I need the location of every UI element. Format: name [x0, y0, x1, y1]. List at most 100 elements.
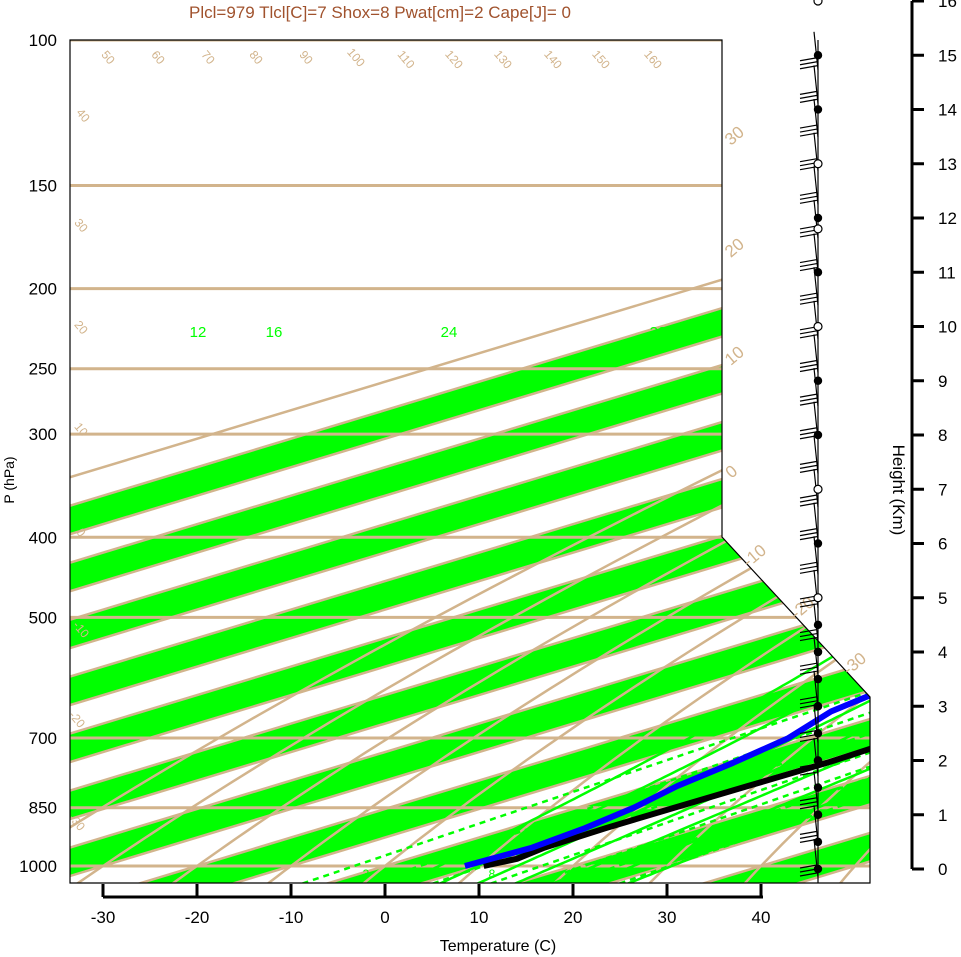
- wind-barb: [813, 435, 819, 474]
- dry-adiabat: [262, 40, 870, 883]
- series-line-dewpoint: [464, 40, 870, 869]
- height-tick-label: 14: [938, 101, 957, 120]
- right-isotherm-label: 30: [721, 122, 748, 149]
- moist-adiabat: [401, 287, 870, 883]
- height-level-marker: [813, 159, 823, 169]
- x-tick-label: 0: [380, 908, 389, 927]
- height-level-dot: [813, 810, 823, 819]
- height-tick-label: 9: [938, 372, 947, 391]
- isotherm-line: [70, 40, 870, 883]
- wind-barb-feather: [799, 830, 818, 835]
- y-tick-label: 200: [29, 280, 57, 299]
- dry-adiabat: [167, 40, 870, 883]
- isotherm-line: [70, 40, 870, 883]
- height-level-dot: [813, 837, 823, 847]
- wind-barb-feather: [799, 502, 818, 507]
- wind-barb: [813, 334, 819, 373]
- height-level-dot: [813, 674, 823, 684]
- moist-adiabat-label: 24: [441, 324, 458, 341]
- isotherm-line: [70, 40, 870, 883]
- height-tick-label: 6: [938, 535, 947, 554]
- height-tick-label: 5: [938, 589, 947, 608]
- wind-barb-feather: [799, 195, 818, 200]
- wind-barb-feather: [799, 801, 818, 806]
- isotherm-line: [315, 40, 870, 883]
- isotherm-label: 110: [395, 48, 418, 72]
- height-level-dot: [813, 268, 823, 277]
- height-tick-label: 3: [938, 697, 947, 716]
- height-level-marker: [813, 0, 823, 6]
- wind-barb-feather: [799, 262, 818, 268]
- wind-barb-feather: [799, 737, 818, 743]
- wind-barb: [813, 637, 819, 676]
- wind-barb-feather: [799, 166, 818, 171]
- dry-adiabat: [740, 40, 870, 883]
- height-tick-label: 12: [938, 209, 957, 228]
- isotherm-line: [70, 40, 870, 883]
- y-tick-label: 300: [29, 425, 57, 444]
- wind-barb: [813, 233, 819, 272]
- x-tick-label: 30: [658, 908, 677, 927]
- isotherm-line: [70, 40, 870, 883]
- wind-barb-feather: [799, 401, 818, 406]
- wind-barb: [813, 31, 819, 70]
- isotherm-line: [70, 40, 870, 883]
- y-axis: 100 150 200 250 300 400 500 700 850 1000: [19, 31, 57, 876]
- moist-adiabat-label: 12: [190, 324, 207, 341]
- height-level-dot: [813, 864, 823, 874]
- height-level-dot: [813, 51, 823, 60]
- mixing-ratio-line: [368, 536, 870, 883]
- isotherm-label: 30: [71, 216, 91, 235]
- mixing-ratio-line: [432, 536, 870, 883]
- wind-barb-feather: [799, 128, 818, 133]
- height-level-dot: [813, 756, 823, 765]
- wind-barb: [813, 166, 819, 205]
- right-isotherm-label: 10: [721, 342, 748, 369]
- wind-barb-feather: [799, 61, 818, 66]
- x-tick-label: -20: [185, 908, 210, 927]
- right-isotherm-label: -10: [739, 541, 770, 571]
- wind-barb-feather: [799, 296, 818, 301]
- wind-barb-feather: [799, 662, 818, 667]
- isotherm-label: 150: [589, 47, 613, 72]
- wind-barb-feather: [799, 233, 818, 238]
- wind-barb-feather: [799, 132, 818, 137]
- wind-barb: [813, 65, 819, 104]
- wind-barb-feather: [799, 666, 818, 671]
- wind-barb-feather: [799, 872, 818, 877]
- isotherm-line: [127, 40, 870, 883]
- x-axis: -30 -20 -10 0 10 20 30 40: [91, 884, 771, 927]
- wind-barb-feather: [799, 292, 818, 297]
- y-tick-label: 100: [29, 31, 57, 50]
- height-tick-label: 10: [938, 318, 957, 337]
- isotherm-label: 140: [541, 47, 565, 72]
- wind-barb-feather: [799, 94, 818, 99]
- height-level-marker: [813, 484, 823, 494]
- wind-barb-feather: [799, 65, 818, 70]
- isotherm-label: 160: [641, 47, 665, 72]
- wind-barb-feather: [799, 628, 818, 634]
- height-level-dot: [813, 539, 823, 548]
- y-tick-label: 250: [29, 360, 57, 379]
- wind-barb-feather: [799, 124, 818, 129]
- wind-barb-feather: [799, 670, 818, 675]
- wind-barb-feather: [799, 838, 818, 843]
- x-tick-label: -10: [279, 908, 304, 927]
- wind-barb-feather: [799, 158, 818, 163]
- x-tick-label: 40: [752, 908, 771, 927]
- wind-barb-feather: [799, 464, 818, 469]
- height-level-dot: [813, 647, 823, 657]
- wind-barb-feather: [799, 569, 818, 574]
- wind-barb: [813, 805, 819, 844]
- mixing-ratio-label: 8: [489, 867, 496, 881]
- height-tick-label: 2: [938, 752, 947, 771]
- moist-adiabat-label: 16: [266, 324, 283, 341]
- height-level-dot: [813, 702, 823, 711]
- isotherm-line: [70, 40, 870, 883]
- wind-barb-feather: [799, 565, 818, 570]
- x-tick-label: 10: [470, 908, 489, 927]
- isotherm-band: [70, 40, 870, 883]
- isotherm-label: 70: [198, 48, 218, 67]
- wind-barb-feather: [799, 98, 818, 103]
- wind-barb: [813, 502, 819, 541]
